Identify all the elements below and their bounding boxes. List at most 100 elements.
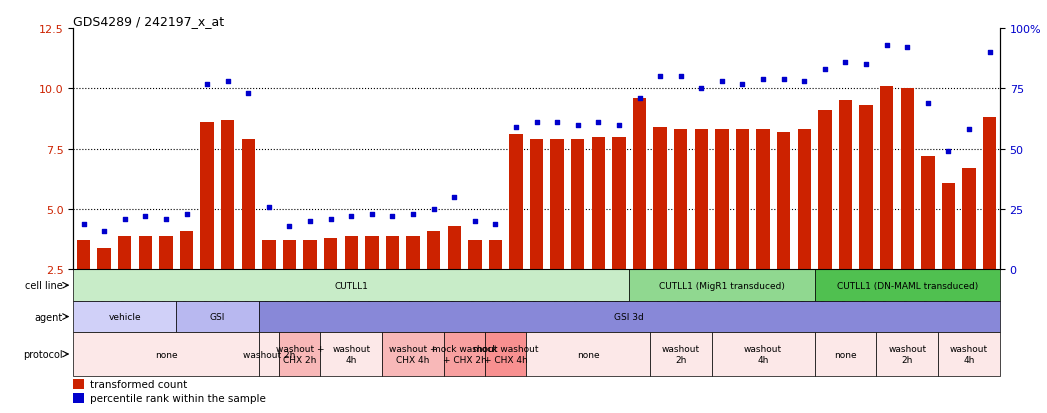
Bar [509,135,522,330]
Bar [941,183,955,330]
FancyBboxPatch shape [815,270,1000,301]
Point [796,78,812,85]
Bar [632,99,646,330]
Point [549,120,565,126]
Bar [921,157,935,330]
Bar [839,101,852,330]
FancyBboxPatch shape [815,332,876,376]
FancyBboxPatch shape [650,332,712,376]
Text: agent: agent [35,312,63,322]
Point [631,95,648,102]
Text: washout 2h: washout 2h [243,350,295,358]
Bar [798,130,811,330]
Point [220,78,237,85]
Text: CUTLL1: CUTLL1 [334,281,369,290]
Point [302,218,318,225]
Point [425,206,442,213]
Point [838,59,854,66]
FancyBboxPatch shape [259,332,280,376]
Bar [860,106,873,330]
Bar [406,236,420,330]
Bar [180,231,194,330]
Bar [118,236,132,330]
Text: washout
2h: washout 2h [662,344,699,364]
FancyBboxPatch shape [876,332,938,376]
Text: protocol: protocol [23,349,63,359]
Point [878,43,895,49]
Text: washout
2h: washout 2h [888,344,927,364]
Bar [242,140,255,330]
FancyBboxPatch shape [938,332,1000,376]
Bar [73,379,85,389]
Bar [900,89,914,330]
Text: washout
4h: washout 4h [332,344,371,364]
Point [857,62,874,68]
Point [776,76,793,83]
Point [817,66,833,73]
Point [734,81,751,88]
Point [672,74,689,81]
Bar [283,241,296,330]
Point [137,214,154,220]
Point [651,74,669,81]
FancyBboxPatch shape [485,332,527,376]
FancyBboxPatch shape [73,270,629,301]
Point [529,120,545,126]
Text: washout +
CHX 4h: washout + CHX 4h [388,344,438,364]
Bar [756,130,770,330]
Bar [489,241,503,330]
Text: transformed count: transformed count [90,379,187,389]
Bar [612,137,626,330]
Point [755,76,772,83]
Bar [653,128,667,330]
Bar [674,130,688,330]
Text: GSI 3d: GSI 3d [615,312,644,321]
Bar [571,140,584,330]
Bar [97,248,111,330]
Text: washout
4h: washout 4h [950,344,988,364]
Bar [592,137,605,330]
FancyBboxPatch shape [73,332,259,376]
FancyBboxPatch shape [629,270,815,301]
Bar [262,241,275,330]
Point [116,216,133,223]
Text: none: none [155,350,177,358]
Bar [468,241,482,330]
Point [75,221,92,227]
Point [158,216,175,223]
Point [281,223,298,230]
Point [714,78,731,85]
Point [919,100,936,107]
FancyBboxPatch shape [527,332,650,376]
Bar [304,241,317,330]
Point [981,50,998,56]
FancyBboxPatch shape [444,332,485,376]
Text: mock washout
+ CHX 4h: mock washout + CHX 4h [473,344,538,364]
Bar [818,111,831,330]
Point [405,211,422,218]
Point [446,194,463,201]
Bar [530,140,543,330]
Point [384,214,401,220]
Point [240,90,257,97]
FancyBboxPatch shape [382,332,444,376]
Point [322,216,339,223]
Bar [962,169,976,330]
FancyBboxPatch shape [280,332,320,376]
Bar [138,236,152,330]
Bar [427,231,441,330]
Bar [983,118,997,330]
Text: GDS4289 / 242197_x_at: GDS4289 / 242197_x_at [73,15,224,28]
Point [178,211,195,218]
Bar [551,140,564,330]
Point [487,221,504,227]
Point [693,86,710,93]
Point [899,45,916,52]
Point [467,218,484,225]
Point [199,81,216,88]
Text: GSI: GSI [209,312,225,321]
Point [343,214,360,220]
Point [610,122,627,128]
Text: percentile rank within the sample: percentile rank within the sample [90,394,266,404]
Text: washout +
CHX 2h: washout + CHX 2h [275,344,324,364]
